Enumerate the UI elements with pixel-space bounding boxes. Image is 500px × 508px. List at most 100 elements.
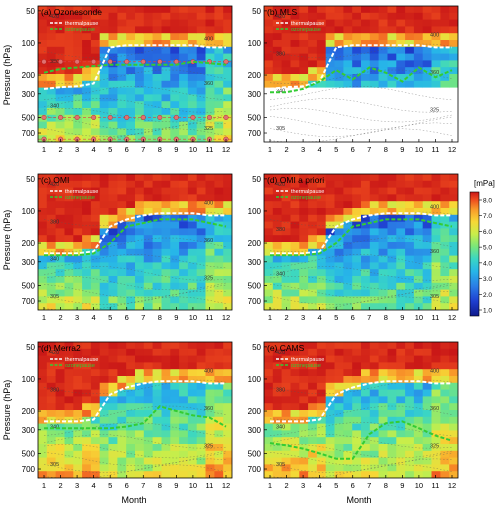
heatmap-cell — [308, 46, 318, 55]
heatmap-cell — [325, 362, 336, 370]
isentrope-line — [269, 422, 453, 437]
heatmap-cell — [161, 6, 171, 14]
isentrope-line — [269, 464, 453, 478]
y-tick-label: 300 — [248, 258, 262, 267]
heatmap-cell — [308, 242, 318, 250]
heatmap-cell — [440, 53, 450, 61]
heatmap-cell — [369, 348, 380, 357]
heatmap-cell — [99, 410, 110, 418]
heatmap-cell — [82, 369, 92, 377]
heatmap-cell — [272, 80, 283, 89]
heatmap-cell — [308, 269, 318, 277]
heatmap-cell — [316, 255, 327, 263]
heatmap-cell — [108, 135, 118, 142]
contour-label: 380 — [276, 227, 285, 233]
x-tick-label: 11 — [432, 313, 440, 322]
heatmap-cell — [90, 303, 101, 310]
heatmap-cell — [161, 221, 171, 229]
heatmap-cell — [108, 403, 118, 411]
heatmap-cell — [179, 201, 189, 209]
heatmap-cell — [281, 121, 291, 129]
heatmap-cell — [117, 187, 127, 195]
heatmap-cell — [272, 282, 283, 291]
heatmap-cell — [108, 355, 118, 363]
heatmap-cell — [334, 6, 344, 14]
heatmap-cell — [264, 208, 274, 216]
heatmap-cell — [431, 53, 441, 61]
heatmap-cell — [431, 376, 441, 384]
heatmap-cell — [334, 187, 344, 195]
heatmap-cell — [196, 362, 207, 370]
contour-label: 340 — [50, 257, 59, 263]
heatmap-cell — [46, 221, 57, 229]
heatmap-cell — [170, 423, 180, 431]
heatmap-cell — [179, 369, 189, 377]
x-tick-label: 12 — [222, 481, 230, 490]
heatmap-cell — [264, 416, 274, 425]
heatmap-cell — [223, 416, 232, 425]
contour-label: 360 — [204, 81, 213, 87]
heatmap-cell — [290, 423, 300, 431]
heatmap-cell — [46, 33, 57, 41]
heatmap-cell — [117, 214, 127, 223]
heatmap-cell — [46, 342, 57, 350]
heatmap-cell — [343, 242, 353, 250]
heatmap-cell — [334, 403, 344, 411]
x-tick-label: 10 — [189, 313, 197, 322]
heatmap-cell — [108, 128, 118, 136]
heatmap-cell — [334, 362, 344, 370]
heatmap-cell — [281, 87, 291, 95]
heatmap-cell — [413, 289, 424, 297]
heatmap-cell — [352, 46, 362, 55]
heatmap-cell — [264, 53, 274, 61]
heatmap-cell — [46, 262, 57, 270]
heatmap-cell — [143, 235, 154, 243]
heatmap-cell — [214, 396, 224, 404]
heatmap-cell — [170, 262, 180, 270]
heatmap-cell — [143, 403, 154, 411]
heatmap-cell — [440, 40, 450, 48]
heatmap-cell — [378, 362, 388, 370]
heatmap-cell — [361, 174, 371, 182]
heatmap-cell — [334, 80, 344, 89]
heatmap-cell — [316, 53, 327, 61]
heatmap-cell — [431, 276, 441, 284]
heatmap-cell — [82, 437, 92, 445]
heatmap-cell — [179, 389, 189, 397]
heatmap-cell — [82, 348, 92, 357]
heatmap-cell — [205, 423, 215, 431]
isentrope-line — [269, 211, 453, 227]
heatmap-cell — [55, 255, 65, 263]
heatmap-cell — [64, 33, 74, 41]
heatmap-cell — [179, 450, 189, 459]
contour-label: 380 — [50, 387, 59, 393]
heatmap-cell — [46, 60, 57, 68]
heatmap-cell — [152, 382, 162, 391]
heatmap-cell — [308, 19, 318, 27]
heatmap-cell — [223, 33, 232, 41]
heatmap-cell — [99, 457, 110, 465]
heatmap-cell — [290, 403, 300, 411]
heatmap-cell — [55, 201, 65, 209]
heatmap-cell — [38, 33, 48, 41]
heatmap-cell — [378, 437, 388, 445]
heatmap-cell — [196, 430, 207, 438]
heatmap-cell — [396, 303, 406, 310]
heatmap-cell — [46, 135, 57, 142]
heatmap-cell — [387, 80, 397, 89]
heatmap-cell — [223, 194, 232, 202]
heatmap-cell — [64, 289, 74, 297]
heatmap-cell — [325, 74, 336, 82]
heatmap-cell — [352, 423, 362, 431]
heatmap-cell — [352, 208, 362, 216]
heatmap-cell — [316, 342, 327, 350]
heatmap-cell — [449, 437, 458, 445]
heatmap-cell — [90, 296, 101, 304]
heatmap-cell — [378, 114, 388, 123]
heatmap-cell — [170, 187, 180, 195]
heatmap-cell — [369, 74, 380, 82]
heatmap-cell — [343, 194, 353, 202]
heatmap-cell — [82, 242, 92, 250]
